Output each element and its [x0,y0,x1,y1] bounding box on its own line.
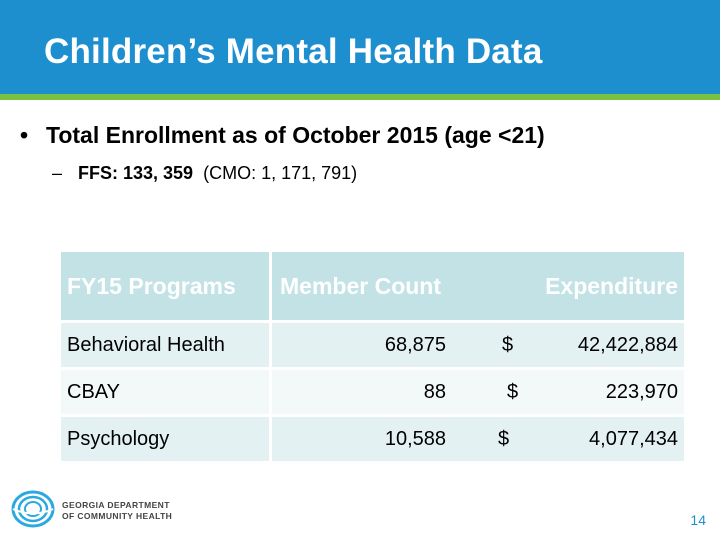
bullet-main: • Total Enrollment as of October 2015 (ag… [20,122,545,149]
logo-line-2: OF COMMUNITY HEALTH [62,511,173,521]
enrollment-table: FY15 Programs Member Count Expenditure B… [61,252,684,461]
dash-icon: – [52,163,63,183]
bullet-main-text: Total Enrollment as of October 2015 (age… [46,122,545,148]
logo-line-1: GEORGIA DEPARTMENT [62,500,170,510]
expenditure-amount: 4,077,434 [589,427,678,450]
logo-text: GEORGIA DEPARTMENT OF COMMUNITY HEALTH [62,500,172,522]
bullet-dot-icon: • [20,122,29,148]
expenditure-amount: 42,422,884 [577,333,678,356]
program-name: Psychology [61,414,269,461]
title-bar: Children’s Mental Health Data [0,0,720,94]
program-name: CBAY [61,367,269,414]
expenditure-amount: 223,970 [605,380,678,403]
member-count: 68,875 [269,320,452,367]
header-programs: FY15 Programs [61,252,269,320]
table-header-row: FY15 Programs Member Count Expenditure [61,252,684,320]
header-member-count: Member Count [269,252,452,320]
accent-rule [0,94,720,100]
currency-sign: $ [502,333,514,356]
globe-logo-icon [11,490,55,528]
currency-sign: $ [507,380,519,403]
bullet-sub: – FFS: 133, 359 (CMO: 1, 171, 791) [52,163,357,184]
program-name: Behavioral Health [61,320,269,367]
currency-sign: $ [498,427,510,450]
table-row: CBAY 88 $223,970 [61,367,684,414]
table-row: Behavioral Health 68,875 $42,422,884 [61,320,684,367]
header-expenditure: Expenditure [452,252,684,320]
table-row: Psychology 10,588 $4,077,434 [61,414,684,461]
slide-title: Children’s Mental Health Data [44,32,543,71]
member-count: 10,588 [269,414,452,461]
member-count: 88 [269,367,452,414]
dch-logo: GEORGIA DEPARTMENT OF COMMUNITY HEALTH [10,488,180,530]
ffs-enrollment: FFS: 133, 359 [78,163,194,183]
cmo-enrollment: (CMO: 1, 171, 791) [203,163,358,183]
page-number: 14 [690,512,706,528]
